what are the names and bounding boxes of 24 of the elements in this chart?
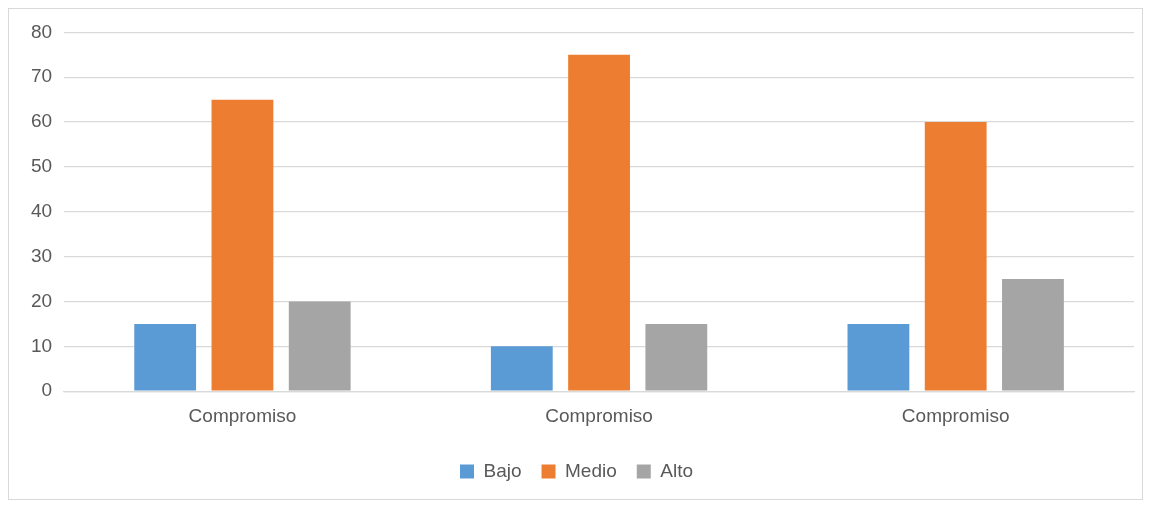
legend-label: Bajo xyxy=(483,459,522,481)
y-tick-label: 60 xyxy=(30,110,53,132)
y-tick-label: 0 xyxy=(41,379,53,401)
bar xyxy=(924,122,987,391)
x-tick-label: Compromiso xyxy=(901,404,1010,426)
y-tick-label: 40 xyxy=(30,200,53,222)
bar xyxy=(568,54,630,391)
x-tick-label: Compromiso xyxy=(545,404,653,426)
y-tick-label: 20 xyxy=(30,289,53,311)
legend-label: Medio xyxy=(565,459,617,481)
bar xyxy=(490,346,553,391)
bar xyxy=(1002,279,1064,391)
bar xyxy=(134,323,197,391)
bar xyxy=(847,323,910,391)
y-tick-label: 70 xyxy=(30,65,53,87)
y-tick-label: 10 xyxy=(30,334,53,356)
legend-label: Alto xyxy=(660,459,694,481)
bar xyxy=(288,301,351,391)
bar xyxy=(645,323,708,391)
x-tick-label: Compromiso xyxy=(188,404,297,426)
bar xyxy=(211,99,274,391)
y-tick-label: 30 xyxy=(30,244,53,266)
y-tick-label: 50 xyxy=(30,155,53,177)
y-tick-label: 80 xyxy=(30,20,53,42)
